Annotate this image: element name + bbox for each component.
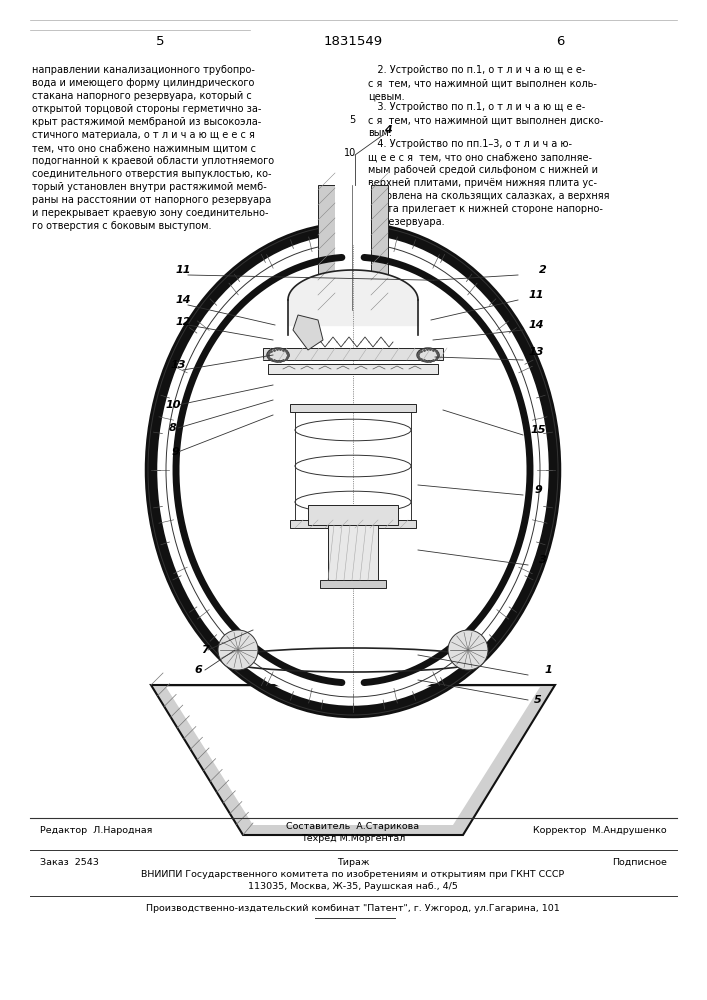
Text: Производственно-издательский комбинат "Патент", г. Ужгород, ул.Гагарина, 101: Производственно-издательский комбинат "П… <box>146 904 560 913</box>
Text: Подписное: Подписное <box>612 858 667 867</box>
Text: 10: 10 <box>344 148 356 158</box>
Circle shape <box>218 630 258 670</box>
Text: направлении канализационного трубопро-
вода и имеющего форму цилиндрического
ста: направлении канализационного трубопро- в… <box>32 65 274 231</box>
Bar <box>290 404 416 412</box>
Bar <box>308 505 398 525</box>
Text: 10: 10 <box>165 400 181 410</box>
Text: 5: 5 <box>156 35 164 48</box>
Bar <box>268 364 438 374</box>
Bar <box>263 348 443 360</box>
Text: 3. Устройство по п.1, о т л и ч а ю щ е е-
с я  тем, что нажимной щит выполнен д: 3. Устройство по п.1, о т л и ч а ю щ е … <box>368 102 603 138</box>
Text: Редактор  Л.Народная: Редактор Л.Народная <box>40 826 153 835</box>
Text: Техред М.Моргентал: Техред М.Моргентал <box>300 834 405 843</box>
Text: 14: 14 <box>175 295 191 305</box>
Bar <box>290 520 416 528</box>
Text: 6: 6 <box>194 665 202 675</box>
Text: 9: 9 <box>171 447 179 457</box>
Bar <box>318 185 335 310</box>
Text: 8: 8 <box>169 423 177 433</box>
Text: 15: 15 <box>530 425 546 435</box>
Text: 14: 14 <box>528 320 544 330</box>
Polygon shape <box>293 315 323 350</box>
Text: 13: 13 <box>170 360 186 370</box>
Polygon shape <box>166 687 540 825</box>
Circle shape <box>448 630 488 670</box>
Text: 6: 6 <box>556 35 564 48</box>
Text: 113035, Москва, Ж-35, Раушская наб., 4/5: 113035, Москва, Ж-35, Раушская наб., 4/5 <box>248 882 458 891</box>
Text: Тираж: Тираж <box>337 858 369 867</box>
Text: 13: 13 <box>528 347 544 357</box>
Bar <box>320 580 386 588</box>
Text: Корректор  М.Андрушенко: Корректор М.Андрушенко <box>533 826 667 835</box>
Text: 5: 5 <box>534 695 542 705</box>
Text: 1831549: 1831549 <box>323 35 382 48</box>
Text: 2: 2 <box>539 265 547 275</box>
Text: 4. Устройство по пп.1–3, о т л и ч а ю-
щ е е с я  тем, что оно снабжено заполня: 4. Устройство по пп.1–3, о т л и ч а ю- … <box>368 139 609 227</box>
Polygon shape <box>151 685 555 835</box>
Text: 11: 11 <box>175 265 191 275</box>
Text: 1: 1 <box>544 665 552 675</box>
Text: Составитель  А.Старикова: Составитель А.Старикова <box>286 822 419 831</box>
Text: ВНИИПИ Государственного комитета по изобретениям и открытиям при ГКНТ СССР: ВНИИПИ Государственного комитета по изоб… <box>141 870 565 879</box>
Text: 12: 12 <box>175 317 191 327</box>
Text: 5: 5 <box>349 115 355 125</box>
Text: 4: 4 <box>384 125 392 135</box>
Text: 9: 9 <box>534 485 542 495</box>
Text: 2. Устройство по п.1, о т л и ч а ю щ е е-
с я  тем, что нажимной щит выполнен к: 2. Устройство по п.1, о т л и ч а ю щ е … <box>368 65 597 101</box>
Bar <box>335 185 371 310</box>
Bar <box>328 525 378 580</box>
Text: 11: 11 <box>528 290 544 300</box>
Text: 7: 7 <box>201 645 209 655</box>
Ellipse shape <box>159 236 547 704</box>
Text: 3: 3 <box>539 555 547 565</box>
Bar <box>371 185 388 310</box>
Text: Заказ  2543: Заказ 2543 <box>40 858 99 867</box>
